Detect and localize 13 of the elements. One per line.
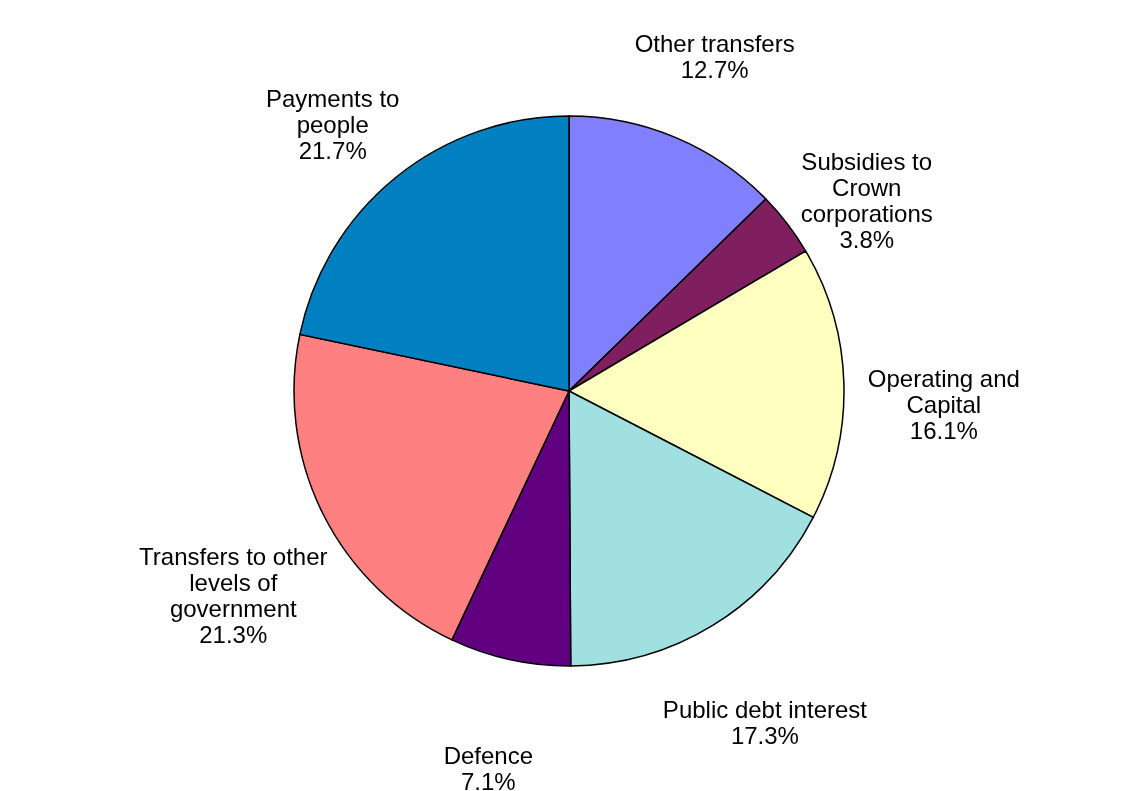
data-label: 3.8% [839,226,895,254]
data-label: 12.7% [680,56,749,84]
data-label: 7.1% [460,768,516,791]
data-label: 17.3% [730,721,799,749]
data-label: 16.1% [909,417,978,445]
slice-label: Public debt interest [662,695,868,723]
slice-label: Subsidies to Crown corporations [800,148,933,228]
slice-label: Transfers to other levels of government [139,543,328,623]
slice-label: Operating and Capital [867,365,1020,419]
slice-label: Other transfers [634,30,795,58]
slice-label: Payments to people [266,84,400,138]
slice-label: Defence [443,742,534,770]
data-label: 21.3% [199,621,268,649]
